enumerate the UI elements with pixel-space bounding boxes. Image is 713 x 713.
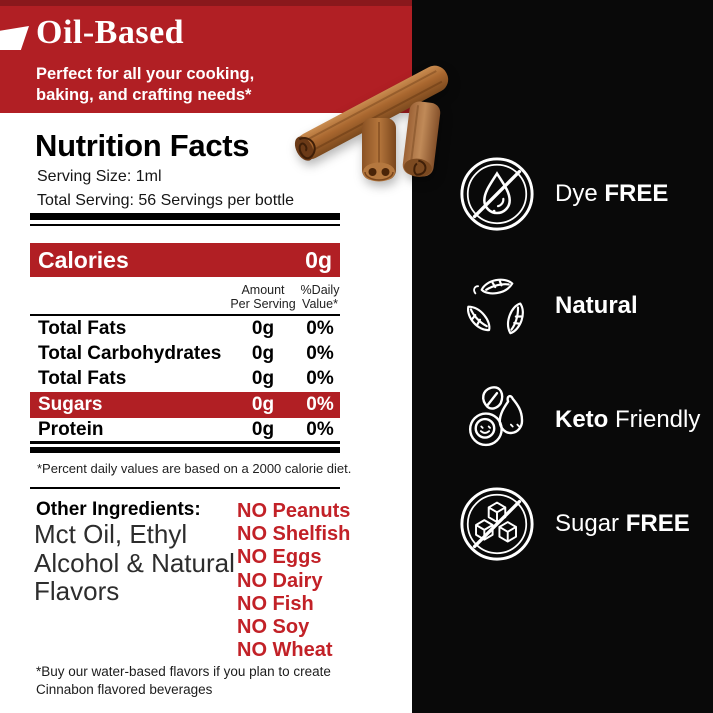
row-amount: 0g xyxy=(251,368,275,390)
feature-label: Keto Friendly xyxy=(555,406,700,434)
keto-avocado-icon xyxy=(457,380,537,460)
divider-thin-top xyxy=(30,224,340,226)
daily-value-footnote: *Percent daily values are based on a 200… xyxy=(37,461,352,476)
feature-text-regular: Sugar xyxy=(555,510,626,537)
calories-row: Calories 0g xyxy=(30,243,340,277)
row-amount: 0g xyxy=(251,393,275,415)
list-item: NO Shelfish xyxy=(237,523,351,546)
feature-text-bold: FREE xyxy=(604,180,669,207)
no-dye-droplet-icon xyxy=(457,154,537,234)
divider-under-rows xyxy=(30,441,340,444)
row-label: Total Fats xyxy=(38,368,127,390)
feature-label: Sugar FREE xyxy=(555,510,690,538)
divider-under-headers xyxy=(30,314,340,316)
row-label: Protein xyxy=(38,419,104,441)
other-ingredients-heading: Other Ingredients: xyxy=(36,499,201,520)
total-serving-text: Total Serving: 56 Servings per bottle xyxy=(37,192,295,209)
oil-based-banner: Oil-Based Perfect for all your cooking, … xyxy=(0,0,412,113)
calories-value: 0g xyxy=(305,246,332,273)
feature-text-bold: FREE xyxy=(625,510,690,537)
list-item: NO Fish xyxy=(237,592,314,615)
table-row: Total Fats 0g 0% xyxy=(30,316,340,341)
row-daily-value: 0% xyxy=(306,317,334,339)
no-sugar-cubes-icon xyxy=(457,484,537,564)
list-item: NO Dairy xyxy=(237,569,323,592)
row-label: Total Carbohydrates xyxy=(38,343,222,365)
feature-label: Natural xyxy=(555,292,638,320)
footnote-line1: *Buy our water-based flavors if you plan… xyxy=(36,664,331,679)
banner-title: Oil-Based xyxy=(36,14,185,51)
column-header-daily-value: %Daily Value* xyxy=(300,283,340,311)
table-row: Protein 0g 0% xyxy=(30,418,340,443)
row-label: Total Fats xyxy=(38,317,127,339)
row-amount: 0g xyxy=(251,419,275,441)
row-daily-value: 0% xyxy=(306,419,334,441)
feature-label: Dye FREE xyxy=(555,180,668,208)
cinnamon-sticks-image xyxy=(280,44,468,189)
banner-ribbon-tab xyxy=(0,26,29,50)
banner-subtitle: Perfect for all your cooking, baking, an… xyxy=(36,64,254,106)
divider-thick-top xyxy=(30,213,340,220)
feature-dye-free: Dye FREE xyxy=(457,154,668,234)
divider-thick-bottom xyxy=(30,447,340,453)
nutrition-facts-title: Nutrition Facts xyxy=(35,128,250,163)
nutrition-table: Total Fats 0g 0% Total Carbohydrates 0g … xyxy=(30,316,340,443)
table-row: Total Fats 0g 0% xyxy=(30,367,340,392)
feature-text-bold: Natural xyxy=(555,292,638,319)
list-item: NO Peanuts xyxy=(237,500,351,522)
table-row: Total Carbohydrates 0g 0% xyxy=(30,341,340,366)
right-black-panel xyxy=(412,0,713,713)
calories-label: Calories xyxy=(38,246,129,273)
row-label: Sugars xyxy=(38,393,103,415)
feature-natural: Natural xyxy=(457,266,638,346)
other-ingredients-text: Mct Oil, Ethyl Alcohol & Natural Flavors xyxy=(34,519,235,606)
feature-keto-friendly: Keto Friendly xyxy=(457,380,700,460)
feature-sugar-free: Sugar FREE xyxy=(457,484,690,564)
banner-subtitle-line2: baking, and crafting needs* xyxy=(36,86,252,104)
banner-subtitle-line1: Perfect for all your cooking, xyxy=(36,65,255,83)
feature-text-regular: Friendly xyxy=(615,406,701,433)
column-header-amount: Amount Per Serving xyxy=(230,283,296,311)
feature-text-bold: Keto xyxy=(555,406,615,433)
row-daily-value: 0% xyxy=(306,368,334,390)
list-item: NO Wheat xyxy=(237,639,333,662)
water-based-footnote: *Buy our water-based flavors if you plan… xyxy=(36,663,331,698)
row-amount: 0g xyxy=(251,343,275,365)
serving-size-text: Serving Size: 1ml xyxy=(37,168,162,185)
row-daily-value: 0% xyxy=(306,343,334,365)
allergen-free-list: NO Peanuts NO Shelfish NO Eggs NO Dairy … xyxy=(237,500,350,662)
list-item: NO Eggs xyxy=(237,546,322,569)
feature-text-regular: Dye xyxy=(555,180,605,207)
table-row-sugars-highlighted: Sugars 0g 0% xyxy=(30,392,340,418)
row-amount: 0g xyxy=(251,317,275,339)
footnote-line2: Cinnabon flavored beverages xyxy=(36,681,213,697)
divider-above-ingredients xyxy=(30,487,340,489)
list-item: NO Soy xyxy=(237,616,310,639)
row-daily-value: 0% xyxy=(306,393,334,415)
natural-leaves-icon xyxy=(457,266,537,346)
